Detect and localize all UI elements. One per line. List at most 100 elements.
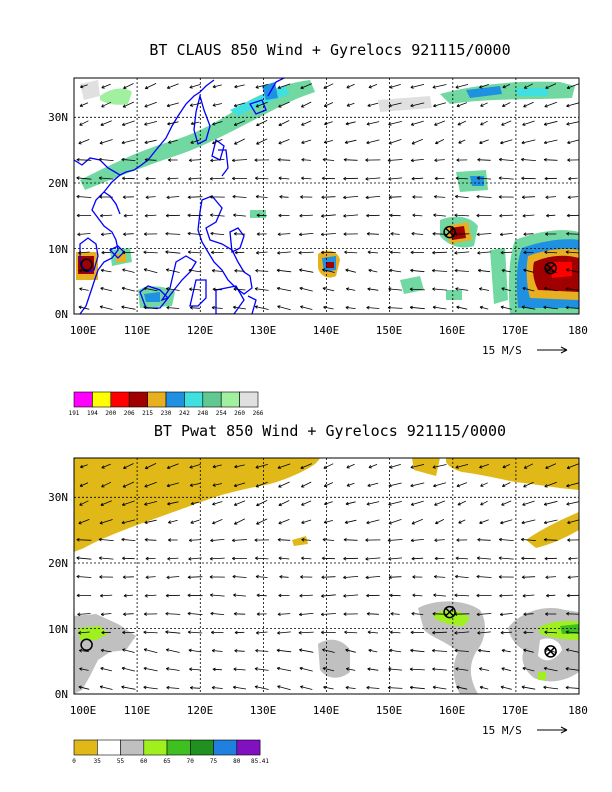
wind-vector	[121, 685, 136, 690]
wind-vector	[566, 213, 579, 218]
wind-vector	[388, 482, 402, 488]
wind-vector	[144, 101, 157, 108]
wind-vector	[346, 102, 355, 107]
cloud-patch	[378, 96, 432, 112]
wind-vector	[277, 305, 291, 311]
wind-vector	[211, 685, 223, 690]
wind-vector	[99, 593, 113, 598]
wind-vector	[166, 575, 180, 580]
wind-vector	[256, 593, 267, 598]
wind-vector	[122, 575, 134, 579]
wind-vector	[143, 648, 158, 654]
pwat-mid-region	[74, 614, 136, 694]
wind-vector	[476, 612, 492, 617]
wind-vector	[434, 139, 445, 145]
wind-vector	[188, 648, 202, 653]
wind-vector	[76, 538, 92, 542]
wind-vector	[544, 556, 557, 561]
wind-vector	[388, 501, 402, 506]
colorbar-swatch	[110, 391, 130, 408]
wind-vector	[168, 519, 178, 524]
wind-vector	[121, 157, 136, 162]
wind-vector	[501, 500, 512, 506]
wind-vector	[411, 231, 424, 236]
wind-vector	[367, 287, 379, 291]
wind-vector	[565, 268, 579, 273]
wind-vector	[299, 268, 314, 273]
wind-vector	[431, 648, 448, 653]
wind-vector	[167, 556, 179, 561]
wind-vector	[298, 612, 314, 617]
colorbar-label: 242	[179, 410, 190, 417]
wind-vector	[365, 575, 381, 580]
wind-vector	[143, 286, 158, 292]
wind-vector	[321, 195, 336, 199]
wind-vector	[234, 630, 245, 635]
wind-vector	[122, 556, 135, 561]
wind-vector	[433, 593, 446, 597]
wind-vector	[432, 464, 447, 469]
reference-vector-arrow	[537, 726, 568, 734]
wind-vector	[254, 556, 269, 561]
wind-vector	[277, 463, 291, 469]
wind-vector	[277, 612, 291, 617]
wind-vector	[479, 84, 489, 89]
wind-vector	[233, 102, 246, 108]
wind-vector	[387, 685, 403, 690]
cloud-patch	[490, 248, 508, 304]
wind-vector	[121, 286, 135, 292]
wind-vector	[143, 305, 158, 310]
wind-vector	[323, 83, 334, 89]
wind-vector	[276, 648, 292, 653]
panel1-gridlines	[74, 78, 579, 314]
wind-vector	[457, 120, 466, 126]
wind-vector	[300, 195, 313, 199]
wind-vector	[543, 538, 558, 542]
wind-vector	[144, 139, 157, 145]
colorbar-swatch	[73, 391, 93, 408]
wind-vector	[80, 84, 88, 89]
wind-vector	[321, 556, 336, 561]
wind-vector	[434, 556, 445, 561]
wind-vector	[144, 213, 157, 218]
wind-vector	[301, 158, 312, 162]
wind-vector	[411, 138, 423, 145]
wind-vector	[300, 176, 312, 181]
wind-vector	[477, 251, 491, 255]
wind-vector	[187, 593, 203, 598]
wind-vector	[566, 102, 579, 108]
wind-vector	[234, 84, 245, 89]
wind-vector	[143, 268, 158, 274]
wind-vector	[523, 232, 534, 236]
wind-vector	[255, 630, 268, 635]
wind-vector	[477, 538, 491, 542]
wind-vector	[523, 83, 534, 89]
wind-vector	[565, 250, 579, 254]
wind-vector	[321, 630, 336, 635]
x-tick-label: 170E	[502, 324, 529, 337]
wind-vector	[434, 158, 445, 162]
wind-vector	[521, 176, 536, 181]
wind-vector	[543, 666, 558, 672]
wind-vector	[522, 120, 535, 126]
wind-vector	[501, 102, 511, 107]
wind-vector	[78, 250, 90, 255]
wind-vector	[432, 84, 447, 89]
wind-vector	[476, 232, 492, 237]
wind-vector	[434, 120, 446, 126]
wind-vector	[78, 268, 89, 273]
wind-vector	[320, 232, 336, 237]
wind-vector	[432, 630, 448, 635]
wind-vector	[454, 268, 469, 273]
x-tick-label: 160E	[439, 324, 466, 337]
wind-vector	[144, 121, 158, 126]
wind-vector	[189, 464, 201, 469]
wind-vector	[99, 305, 113, 310]
wind-vector	[433, 195, 446, 199]
wind-vector	[166, 195, 180, 200]
wind-vector	[100, 286, 112, 292]
wind-vector	[365, 538, 381, 542]
wind-vector	[346, 463, 355, 469]
cloud-patch	[515, 88, 548, 96]
wind-vector	[189, 483, 201, 487]
